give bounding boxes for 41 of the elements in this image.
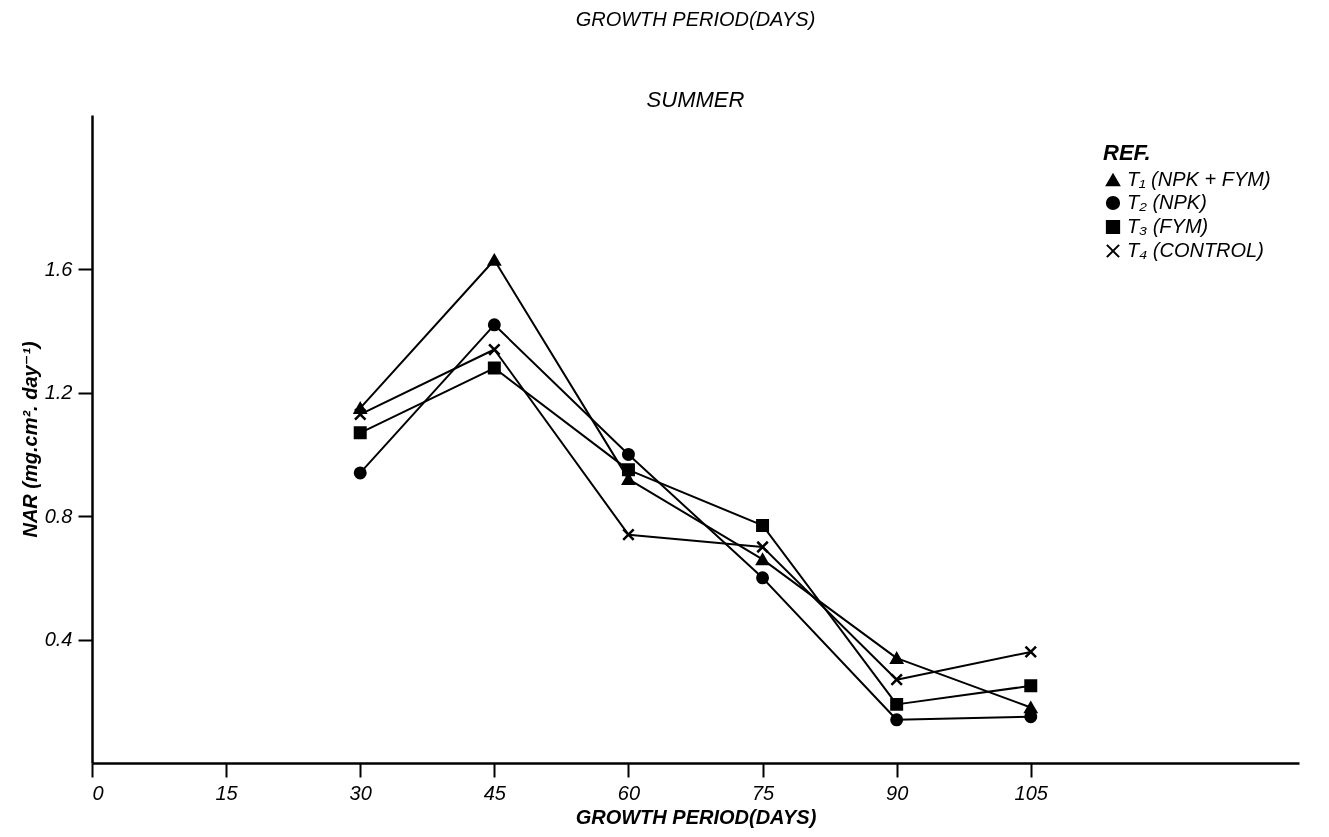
y-tick-label: 1.2: [44, 381, 73, 404]
point: [756, 571, 770, 585]
point: [353, 466, 367, 480]
point: [353, 426, 367, 440]
x-tick-label: 15: [215, 781, 239, 804]
point: [621, 447, 635, 461]
point: [890, 652, 904, 664]
point: [487, 318, 501, 332]
legend-label: T₂ (NPK): [1127, 191, 1207, 213]
legend-label: T₃ (FYM): [1127, 215, 1209, 237]
x-tick-label: 0: [92, 781, 104, 804]
point: [890, 697, 904, 711]
point: [890, 673, 904, 687]
chart-title: GROWTH PERIOD(DAYS): [575, 8, 816, 30]
x-tick-label: 90: [886, 781, 909, 804]
point: [1024, 679, 1038, 693]
point: [487, 361, 501, 375]
x-tick-label: 75: [751, 781, 776, 804]
y-tick-label: 0.4: [44, 628, 73, 651]
point: [353, 407, 367, 421]
point: [487, 343, 501, 357]
legend-label: T₁ (NPK + FYM): [1127, 168, 1271, 190]
y-tick-label: 0.8: [44, 504, 73, 527]
point: [487, 254, 501, 266]
point: [621, 528, 635, 542]
point: [1024, 645, 1038, 659]
point: [756, 553, 770, 566]
y-axis-title: NAR (mg.cm². day⁻¹): [18, 341, 41, 538]
x-tick-label: 45: [483, 781, 507, 804]
legend-label: T₄ (CONTROL): [1127, 239, 1264, 261]
y-tick-label: 1.6: [44, 257, 74, 280]
x-axis-title: GROWTH PERIOD(DAYS): [575, 805, 817, 828]
point: [756, 518, 770, 532]
x-tick-label: 60: [617, 781, 641, 804]
x-tick-label: 30: [349, 781, 372, 804]
x-tick-label: 105: [1014, 781, 1049, 804]
legend-title: REF.: [1103, 140, 1151, 165]
point: [890, 713, 904, 727]
point: [621, 463, 635, 477]
chart-subtitle: SUMMER: [646, 87, 745, 112]
point: [756, 540, 770, 554]
